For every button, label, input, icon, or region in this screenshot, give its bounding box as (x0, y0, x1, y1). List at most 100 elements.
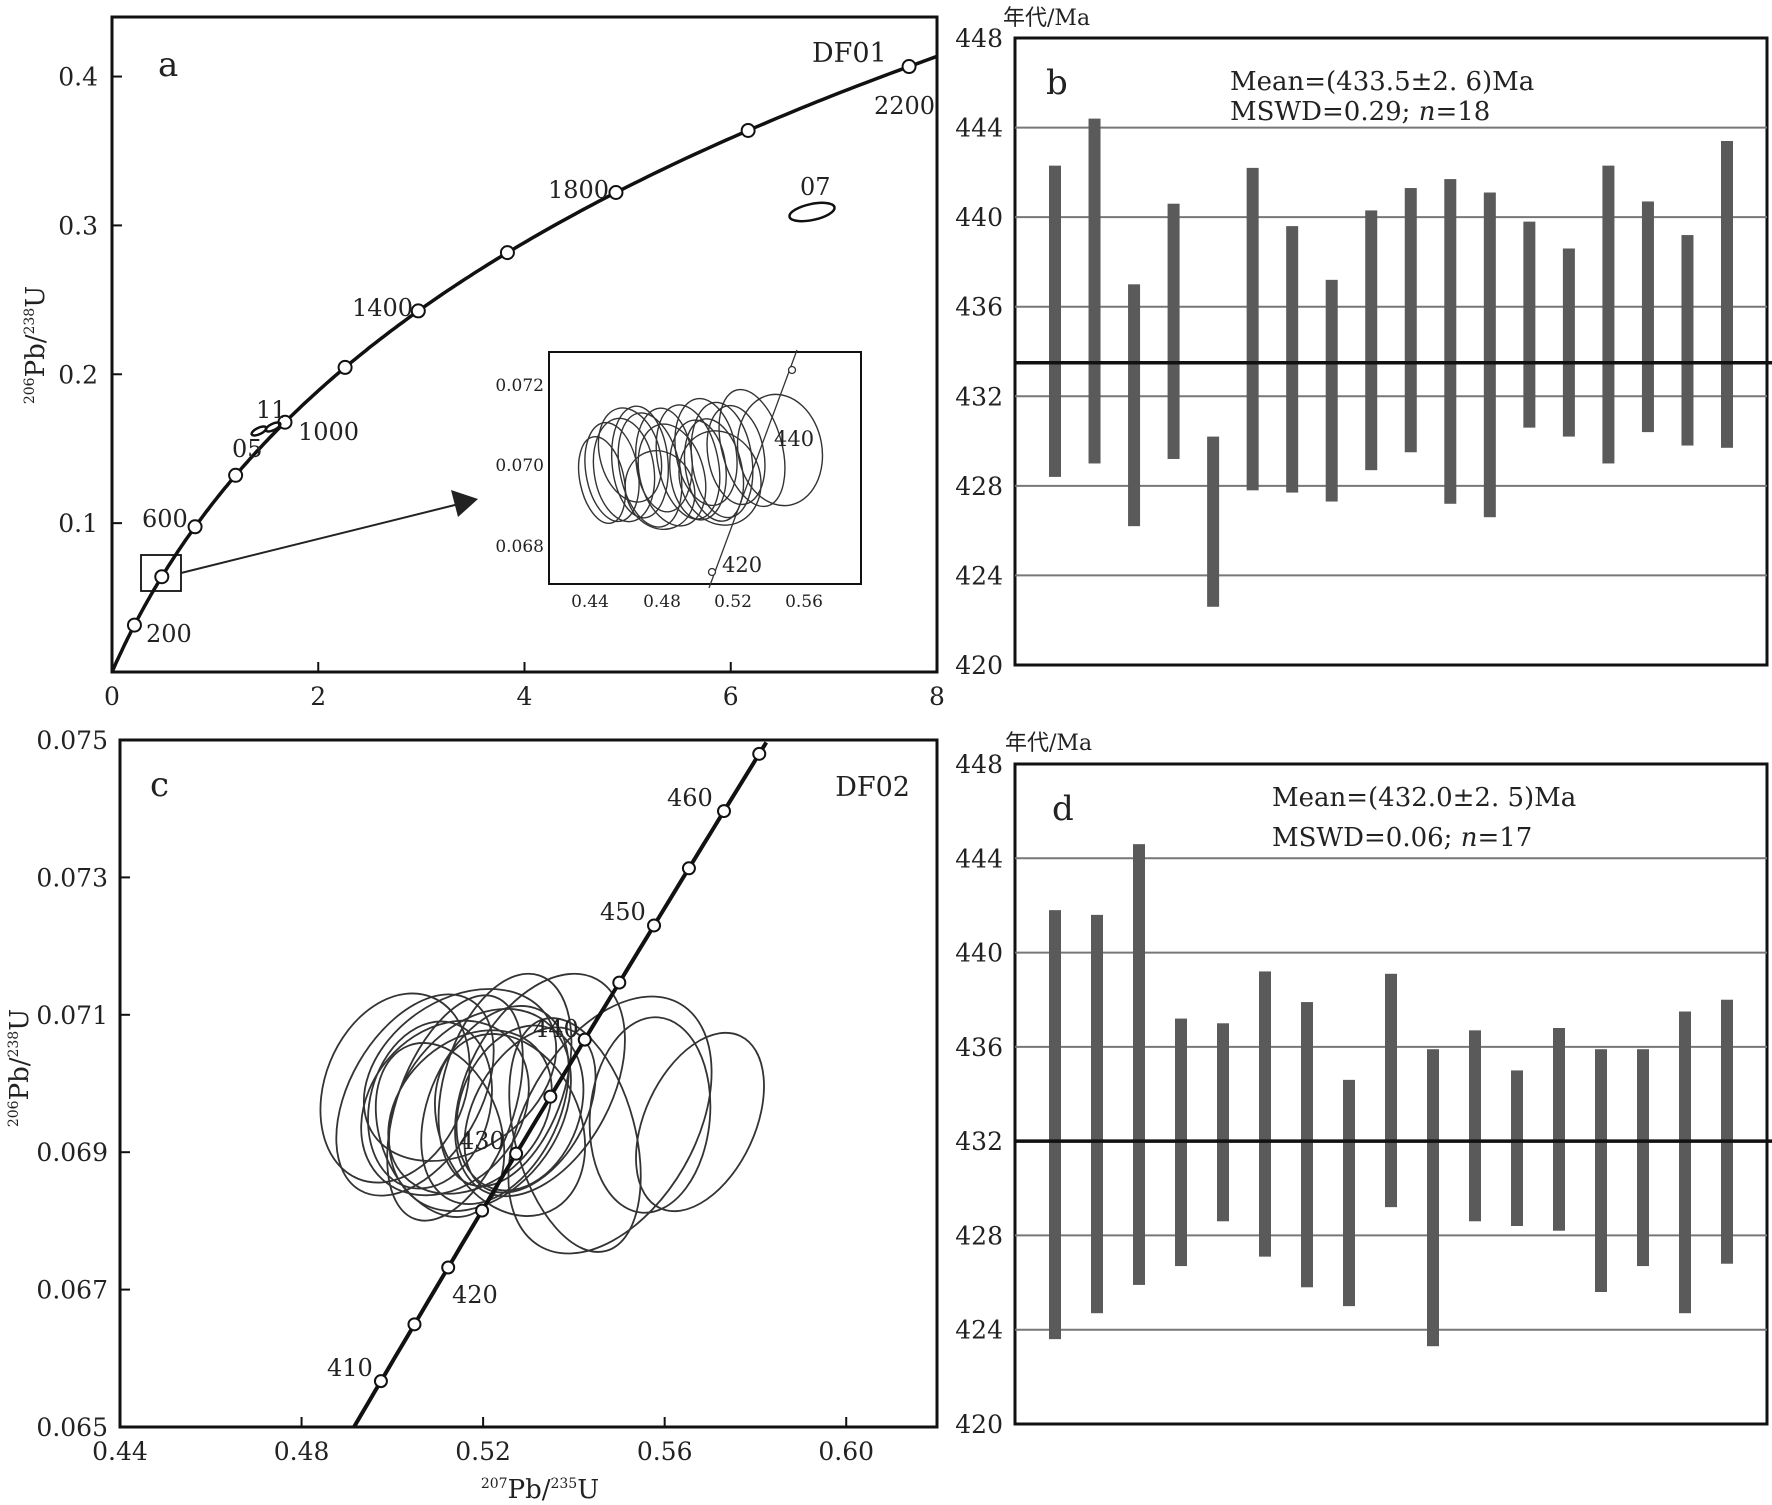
panel-a-inset-ellipse (669, 419, 727, 521)
panel-a-age-marker (126, 617, 142, 633)
panel-a-inset-ellipse (655, 404, 721, 520)
panel-a-spot-ellipse-07 (788, 201, 836, 223)
panel-b-gridlines: 420 424 428 432 436 440 444 448 (955, 24, 1767, 680)
panel-c-concordia-chart: 0.44 0.48 0.52 0.56 0.60 0.065 0.067 0.069 0.071… (5, 726, 939, 1505)
panel-b-bar (1404, 188, 1417, 453)
panel-a-x-tick-label: 2 (310, 682, 326, 711)
panel-a-age-marker (154, 569, 170, 585)
panel-b-bar (1207, 436, 1220, 607)
panel-b-bar (1365, 210, 1378, 471)
panel-c-concordia-age-markers (373, 746, 767, 1389)
panel-c-age-label-450: 450 (600, 898, 646, 926)
panel-d-bar (1091, 914, 1103, 1314)
panel-a-age-marker (740, 122, 756, 138)
panel-a-zoom-arrow-head (451, 490, 478, 517)
panel-c-y-tick-label: 0.067 (36, 1276, 108, 1305)
panel-a-inset-age-label-420: 420 (722, 553, 762, 577)
panel-b-mean-text: Mean=(433.5±2. 6)Ma (1230, 67, 1534, 97)
panel-b-mswd-text: MSWD=0.29; n=18 (1230, 97, 1490, 127)
panel-a-x-tick-label: 0 (104, 682, 120, 711)
panel-b-bar (1167, 203, 1180, 459)
panel-b-y-tick-label: 420 (955, 651, 1003, 680)
panel-d-bar (1385, 973, 1397, 1208)
panel-a-age-marker (608, 185, 624, 201)
panel-c-age-label-440: 440 (533, 1015, 579, 1043)
panel-c-ellipse (434, 1033, 586, 1217)
panel-d-y-tick-label: 448 (955, 750, 1003, 779)
panel-a-x-tick-label: 4 (517, 682, 533, 711)
panel-c-ellipse (454, 972, 626, 1198)
panel-c-age-label-420: 420 (452, 1281, 498, 1309)
panel-d-bar (1343, 1079, 1355, 1307)
panel-a-inset-y-tick-0.068: 0.068 (495, 537, 544, 557)
panel-a-inset-marker-420 (707, 567, 717, 577)
panel-c-age-label-460: 460 (667, 784, 713, 812)
panel-c-ellipse (507, 995, 713, 1255)
panel-c-y-tick-label: 0.075 (36, 726, 108, 755)
panel-b-bar (1088, 118, 1101, 464)
panel-a-inset-ellipse (597, 407, 663, 503)
panel-d-bar (1553, 1028, 1565, 1231)
panel-c-age-marker (407, 1317, 422, 1332)
panel-d-bar (1259, 971, 1271, 1257)
panel-a-y-axis-title: 206Pb/238U (21, 286, 51, 404)
panel-a-sample-label: DF01 (812, 38, 887, 69)
panel-c-age-label-430: 430 (459, 1127, 505, 1155)
panel-b-y-tick-label: 432 (955, 382, 1003, 411)
panel-b-bar (1483, 192, 1496, 518)
panel-c-age-marker (441, 1260, 456, 1275)
panel-a-letter: a (158, 45, 178, 85)
panel-b-y-tick-label: 448 (955, 24, 1003, 53)
panel-b-mswd-prefix: MSWD=0.29; (1230, 97, 1419, 127)
panel-b-bar (1721, 141, 1733, 448)
panel-b-n-value: =18 (1435, 97, 1490, 127)
panel-a-spot-label-05: 05 (232, 435, 263, 463)
panel-a-inset-ellipse (706, 404, 766, 506)
panel-a-inset-ellipses (577, 388, 824, 531)
panel-d-n-symbol: n (1461, 823, 1478, 853)
panel-a-y-tick-label: 0.2 (58, 360, 98, 389)
panel-c-age-marker (373, 1374, 388, 1389)
panel-c-y-tick-label: 0.071 (36, 1001, 108, 1030)
panel-b-y-tick-label: 424 (955, 561, 1003, 590)
panel-c-ellipse (367, 1020, 493, 1190)
panel-c-age-marker (612, 975, 627, 990)
panel-d-letter: d (1052, 789, 1074, 829)
panel-d-bar (1637, 1049, 1649, 1267)
panel-a-age-label-1400: 1400 (352, 294, 413, 322)
panel-a-age-marker (410, 303, 426, 319)
panel-a-inset-ellipse (592, 417, 656, 523)
panel-b-weighted-mean-chart: 420 424 428 432 436 440 444 448 年代/Ma b Mean=(4… (955, 6, 1772, 680)
panel-c-ticks: 0.44 0.48 0.52 0.56 0.60 0.065 0.067 0.069 0.071… (36, 726, 874, 1466)
panel-b-bar (1444, 179, 1457, 504)
panel-a-inset-ellipse (736, 393, 824, 507)
panel-a-spot-ellipse-11b (264, 421, 282, 433)
panel-d-bar (1721, 999, 1733, 1264)
panel-c-x-tick-label: 0.48 (274, 1437, 330, 1466)
panel-a-spot-label-07: 07 (800, 173, 831, 201)
panel-a-concordia-age-markers (126, 59, 917, 633)
panel-a-age-label-1000: 1000 (298, 418, 359, 446)
panel-b-bar (1523, 221, 1536, 428)
panel-d-bar (1469, 1030, 1481, 1222)
panel-d-weighted-mean-chart: 420 424 428 432 436 440 444 448 年代/Ma d Mean=(4… (955, 731, 1772, 1439)
panel-b-y-tick-label: 428 (955, 472, 1003, 501)
panel-a-inset-ellipse (690, 401, 754, 519)
panel-a-inset-frame (548, 351, 862, 585)
panel-b-bar (1246, 167, 1259, 491)
panel-a-inset-x-tick-0.52: 0.52 (714, 592, 752, 612)
panel-c-age-marker (475, 1203, 490, 1218)
panel-a-inset-ellipse (577, 436, 627, 524)
panel-b-bar (1641, 201, 1654, 433)
panel-d-bar (1595, 1049, 1607, 1292)
panel-d-mean-text: Mean=(432.0±2. 5)Ma (1272, 783, 1576, 813)
panel-c-frame (118, 738, 939, 1429)
panel-b-bar (1562, 248, 1575, 437)
panel-a-age-marker (228, 467, 244, 483)
panel-a-y-tick-label: 0.1 (58, 509, 98, 538)
panel-d-mswd-text: MSWD=0.06; n=17 (1272, 823, 1532, 853)
panel-d-bar (1217, 1023, 1229, 1222)
panel-a-x-tick-label: 6 (723, 682, 739, 711)
panel-d-y-tick-label: 440 (955, 939, 1003, 968)
